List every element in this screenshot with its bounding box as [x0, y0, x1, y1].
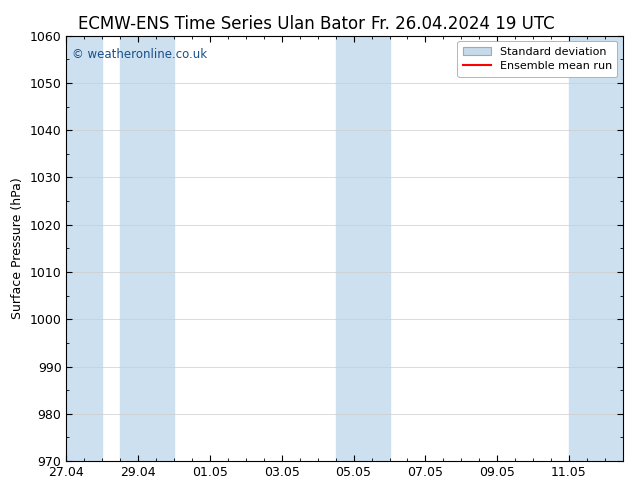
Y-axis label: Surface Pressure (hPa): Surface Pressure (hPa) [11, 177, 24, 319]
Bar [569, 36, 623, 461]
Legend: Standard deviation, Ensemble mean run: Standard deviation, Ensemble mean run [457, 41, 618, 77]
Bar [120, 36, 174, 461]
Text: ECMW-ENS Time Series Ulan Bator: ECMW-ENS Time Series Ulan Bator [79, 15, 365, 33]
Bar [335, 36, 389, 461]
Bar [67, 36, 102, 461]
Text: Fr. 26.04.2024 19 UTC: Fr. 26.04.2024 19 UTC [371, 15, 555, 33]
Text: © weatheronline.co.uk: © weatheronline.co.uk [72, 49, 207, 61]
